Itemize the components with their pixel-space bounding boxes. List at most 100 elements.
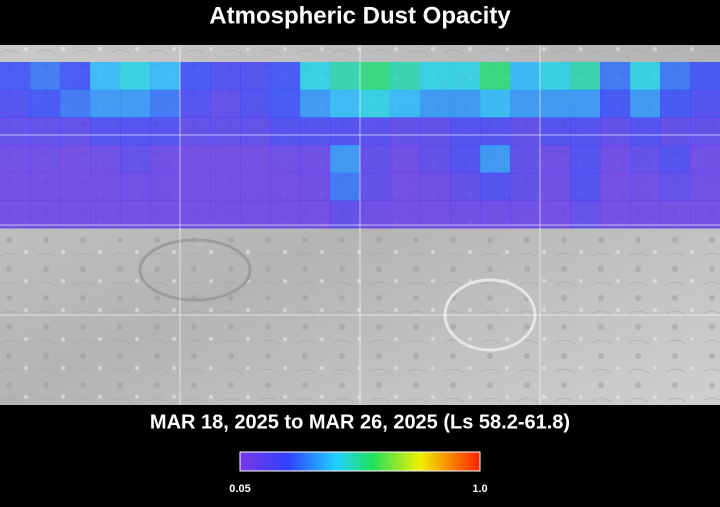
opacity-cell	[600, 172, 631, 201]
opacity-cell	[450, 62, 481, 91]
opacity-cell	[600, 89, 631, 118]
opacity-cell	[660, 200, 691, 229]
opacity-cell	[630, 62, 661, 91]
opacity-cell	[210, 200, 241, 229]
opacity-cell	[420, 62, 451, 91]
opacity-cell	[0, 62, 31, 91]
opacity-cell	[420, 200, 451, 229]
opacity-cell	[360, 172, 391, 201]
opacity-cell	[60, 200, 91, 229]
opacity-cell	[150, 200, 181, 229]
opacity-cell	[540, 89, 571, 118]
opacity-cell	[120, 62, 151, 91]
opacity-cell	[300, 172, 331, 201]
opacity-cell	[270, 172, 301, 201]
opacity-cell	[240, 200, 271, 229]
opacity-cell	[30, 62, 61, 91]
opacity-cell	[270, 200, 301, 229]
opacity-overlay	[0, 62, 720, 229]
opacity-cell	[390, 172, 421, 201]
opacity-cell	[480, 117, 511, 146]
opacity-cell	[510, 62, 541, 91]
opacity-cell	[480, 200, 511, 229]
opacity-cell	[210, 145, 241, 174]
opacity-cell	[540, 200, 571, 229]
opacity-cell	[420, 172, 451, 201]
opacity-cell	[60, 62, 91, 91]
opacity-cell	[510, 172, 541, 201]
opacity-cell	[60, 172, 91, 201]
opacity-cell	[180, 117, 211, 146]
opacity-cell	[540, 145, 571, 174]
opacity-cell	[570, 200, 601, 229]
date-range: MAR 18, 2025 to MAR 26, 2025 (Ls 58.2-61…	[150, 411, 570, 433]
opacity-cell	[300, 200, 331, 229]
opacity-cell	[360, 62, 391, 91]
opacity-cell	[180, 200, 211, 229]
opacity-cell	[630, 200, 661, 229]
opacity-cell	[30, 172, 61, 201]
opacity-cell	[0, 117, 31, 146]
opacity-cell	[90, 89, 121, 118]
opacity-cell	[630, 117, 661, 146]
opacity-cell	[690, 145, 720, 174]
opacity-cell	[570, 89, 601, 118]
opacity-cell	[270, 117, 301, 146]
opacity-cell	[600, 117, 631, 146]
opacity-cell	[30, 89, 61, 118]
opacity-cell	[60, 145, 91, 174]
opacity-cell	[570, 172, 601, 201]
opacity-cell	[210, 89, 241, 118]
opacity-cell	[630, 145, 661, 174]
opacity-cell	[510, 200, 541, 229]
opacity-cell	[180, 89, 211, 118]
opacity-cell	[570, 145, 601, 174]
opacity-cell	[330, 172, 361, 201]
opacity-cell	[300, 62, 331, 91]
opacity-cell	[390, 145, 421, 174]
opacity-cell	[270, 145, 301, 174]
colorbar-tick-label: 0.05	[229, 483, 250, 495]
opacity-cell	[360, 117, 391, 146]
opacity-cell	[0, 145, 31, 174]
opacity-cell	[150, 62, 181, 91]
opacity-cell	[450, 200, 481, 229]
colorbar-ticks: 0.05 1.0	[229, 483, 487, 495]
opacity-cell	[150, 145, 181, 174]
opacity-cell	[540, 62, 571, 91]
opacity-cell	[660, 62, 691, 91]
opacity-cell	[30, 145, 61, 174]
opacity-cell	[330, 117, 361, 146]
opacity-cell	[300, 117, 331, 146]
opacity-cell	[330, 62, 361, 91]
opacity-cell	[570, 62, 601, 91]
opacity-cell	[150, 172, 181, 201]
canyon	[138, 238, 252, 302]
opacity-cell	[30, 117, 61, 146]
opacity-cell	[120, 117, 151, 146]
opacity-cell	[450, 172, 481, 201]
opacity-cell	[540, 117, 571, 146]
opacity-cell	[450, 117, 481, 146]
opacity-cell	[690, 89, 720, 118]
opacity-cell	[360, 89, 391, 118]
opacity-cell	[450, 145, 481, 174]
opacity-cell	[150, 89, 181, 118]
opacity-cell	[540, 172, 571, 201]
opacity-cell	[0, 200, 31, 229]
opacity-cell	[630, 89, 661, 118]
opacity-cell	[90, 145, 121, 174]
opacity-cell	[660, 145, 691, 174]
opacity-cell	[600, 145, 631, 174]
colorbar	[239, 451, 481, 472]
opacity-cell	[30, 200, 61, 229]
opacity-cell	[690, 117, 720, 146]
opacity-cell	[600, 200, 631, 229]
title: Atmospheric Dust Opacity	[209, 2, 511, 29]
opacity-cell	[420, 117, 451, 146]
opacity-cell	[240, 89, 271, 118]
opacity-cell	[210, 117, 241, 146]
opacity-cell	[300, 145, 331, 174]
